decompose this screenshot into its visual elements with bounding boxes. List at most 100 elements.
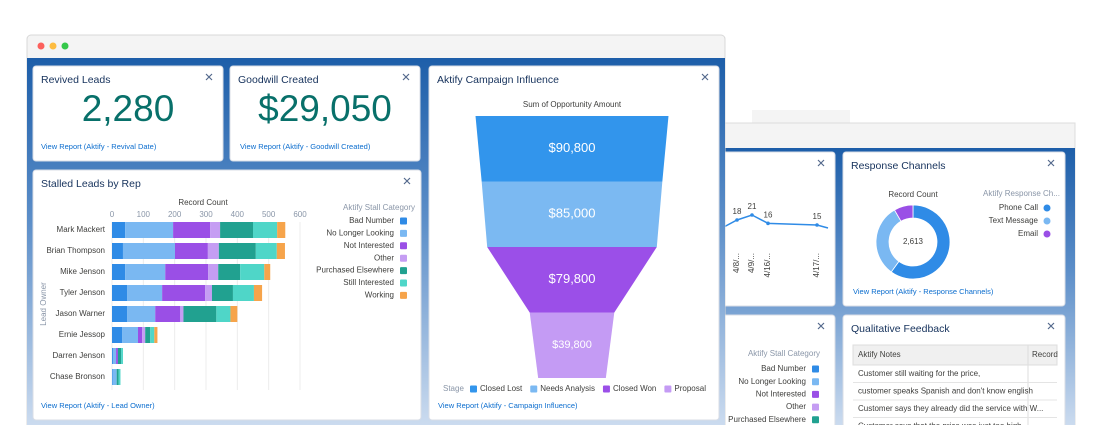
expand-icon[interactable]: [403, 177, 411, 185]
legend-label: No Longer Looking: [326, 229, 394, 238]
bar-segment: [240, 264, 265, 280]
expand-icon[interactable]: [1047, 159, 1055, 167]
legend-swatch: [400, 217, 407, 225]
data-label: $39,800: [552, 339, 592, 351]
legend-swatch: [400, 254, 407, 262]
bar-segment: [162, 285, 206, 301]
legend-label: Bad Number: [349, 216, 394, 225]
bar-segment: [173, 222, 211, 238]
card-title: Revived Leads: [41, 74, 110, 86]
y-tick-label: Darren Jenson: [53, 351, 105, 360]
bar-segment: [125, 264, 166, 280]
close-dot[interactable]: [37, 42, 45, 50]
data-label: 15: [813, 212, 822, 221]
bar-segment: [210, 222, 221, 238]
back-tab: [752, 110, 850, 126]
column-header: Record: [1032, 350, 1058, 359]
report-link[interactable]: View Report (Aktify - Revival Date): [41, 142, 157, 151]
legend-swatch: [812, 378, 819, 386]
report-link[interactable]: View Report (Aktify - Goodwill Created): [240, 142, 371, 151]
table-cell: Customer still waiting for the price,: [858, 369, 980, 378]
report-link[interactable]: View Report (Aktify - Lead Owner): [41, 401, 155, 410]
x-tick-label: 100: [137, 210, 151, 219]
legend-swatch: [812, 403, 819, 411]
expand-icon[interactable]: [205, 73, 213, 81]
expand-icon[interactable]: [817, 159, 825, 167]
legend-label: No Longer Looking: [738, 377, 806, 386]
line-point: [735, 218, 739, 222]
legend-swatch: [470, 385, 477, 393]
bar-segment: [112, 285, 128, 301]
card: [32, 65, 224, 162]
x-tick-label: 400: [231, 210, 245, 219]
donut-slice: [893, 204, 914, 222]
bar-segment: [122, 243, 175, 259]
legend-swatch: [530, 385, 538, 393]
expand-icon[interactable]: [402, 73, 410, 81]
bar-segment: [208, 264, 219, 280]
bar-segment: [142, 327, 146, 343]
bar-segment: [112, 348, 117, 364]
y-tick-label: Mike Jenson: [60, 267, 105, 276]
card-title: Stalled Leads by Rep: [41, 178, 141, 190]
axis-title: Record Count: [888, 190, 938, 199]
minimize-dot[interactable]: [49, 42, 57, 50]
legend-swatch: [812, 365, 819, 373]
axis-title: Sum of Opportunity Amount: [523, 100, 622, 109]
zoom-dot[interactable]: [61, 42, 69, 50]
table-header: [852, 344, 1058, 366]
bar-segment: [277, 222, 286, 238]
card: [721, 151, 836, 307]
legend-title: Aktify Stall Category: [343, 203, 415, 212]
expand-icon[interactable]: [701, 73, 709, 81]
bar-segment: [232, 285, 254, 301]
funnel-segment: [475, 116, 669, 182]
legend-swatch: [1043, 217, 1051, 225]
card: [229, 65, 421, 162]
bar-segment: [207, 243, 219, 259]
funnel-segment: [481, 181, 663, 247]
x-tick-label: 600: [293, 210, 307, 219]
bar-segment: [154, 327, 158, 343]
legend-title: Stage: [443, 384, 464, 393]
table-cell: Customer says that the price was just to…: [858, 422, 1024, 425]
bar-segment: [218, 243, 256, 259]
line-point: [750, 213, 754, 217]
legend-label: Phone Call: [999, 203, 1038, 212]
legend-swatch: [1043, 204, 1051, 212]
bar-segment: [253, 222, 278, 238]
data-label: $90,800: [549, 140, 596, 155]
bar-segment: [127, 306, 156, 322]
expand-icon[interactable]: [817, 322, 825, 330]
bar-segment: [125, 222, 174, 238]
x-tick-label: 200: [168, 210, 182, 219]
bar-segment: [121, 348, 123, 364]
legend-label: Purchased Elsewhere: [316, 266, 394, 275]
bar-segment: [150, 327, 155, 343]
x-tick-label: 0: [110, 210, 115, 219]
report-link[interactable]: View Report (Aktify - Campaign Influence…: [438, 401, 578, 410]
bar-segment: [264, 264, 271, 280]
expand-icon[interactable]: [1047, 322, 1055, 330]
legend-label: Still Interested: [343, 278, 394, 287]
x-tick-label: 300: [199, 210, 213, 219]
x-tick-label: 4/17/...: [812, 253, 821, 277]
bar-segment: [255, 243, 277, 259]
legend-swatch: [400, 229, 407, 237]
bar-segment: [218, 264, 241, 280]
center-label: 2,613: [903, 237, 924, 246]
legend-label: Text Message: [989, 216, 1039, 225]
bar-segment: [112, 327, 123, 343]
y-tick-label: Chase Bronson: [50, 372, 105, 381]
bar-segment: [211, 285, 233, 301]
axis-title: Lead Owner: [39, 282, 48, 326]
bar-segment: [174, 243, 208, 259]
card-title: Aktify Campaign Influence: [437, 74, 559, 86]
bar-segment: [165, 264, 209, 280]
x-tick-label: 500: [262, 210, 276, 219]
legend-label: Working: [365, 291, 394, 300]
bar-segment: [276, 243, 285, 259]
report-link[interactable]: View Report (Aktify - Response Channels): [853, 287, 994, 296]
line-point: [766, 221, 770, 226]
bar-segment: [116, 369, 119, 385]
